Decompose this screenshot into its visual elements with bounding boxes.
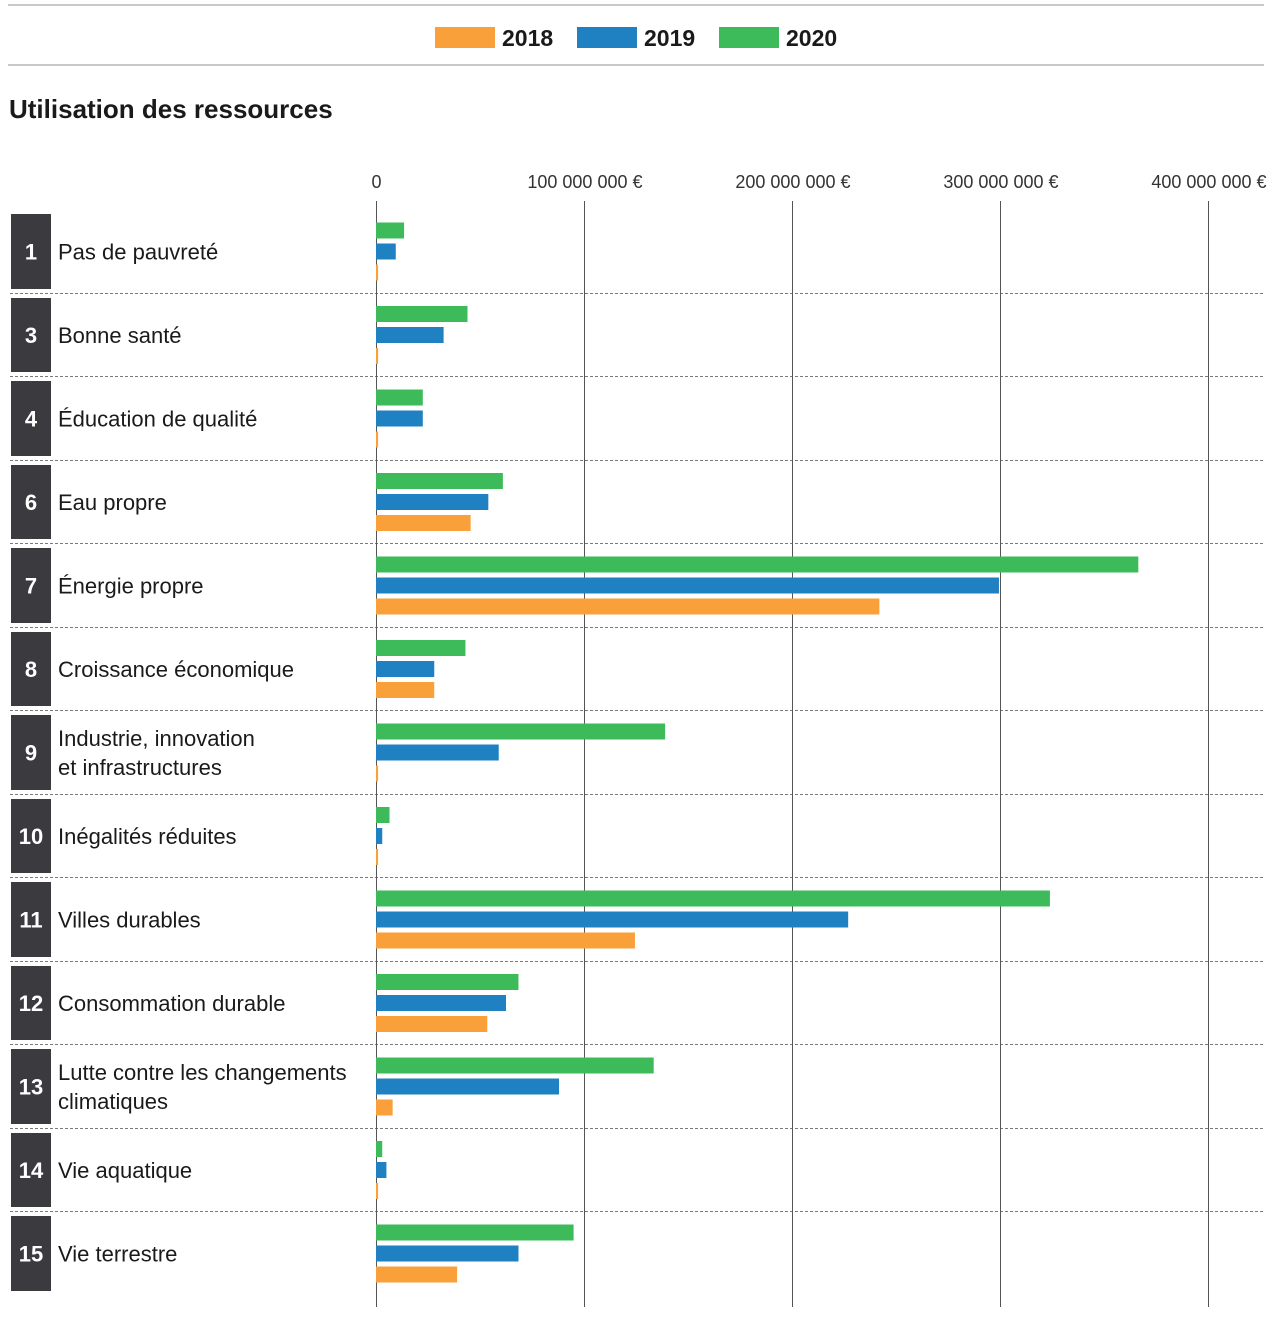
bar-2019 — [376, 494, 489, 510]
bar-2019 — [376, 1245, 519, 1262]
category-number: 10 — [19, 824, 43, 849]
bar-2019 — [376, 327, 444, 343]
category-label: et infrastructures — [58, 755, 222, 780]
category-number: 8 — [25, 657, 37, 682]
bar-2019 — [376, 744, 499, 761]
legend-label-2019: 2019 — [644, 25, 696, 51]
bar-2018 — [376, 515, 471, 531]
legend-swatch-2019 — [577, 27, 637, 48]
bar-2020 — [376, 556, 1139, 573]
category-number-badge — [11, 465, 51, 539]
bar-2020 — [376, 890, 1050, 907]
category-label: climatiques — [58, 1089, 168, 1114]
category-label: Industrie, innovation — [58, 726, 255, 751]
bar-2020 — [376, 1141, 383, 1157]
category-label: Éducation de qualité — [58, 407, 257, 432]
category-label: Consommation durable — [58, 991, 285, 1016]
bar-2018 — [376, 431, 379, 448]
x-tick-label: 300 000 000 € — [943, 172, 1058, 192]
category-number-badge — [11, 1133, 51, 1207]
bar-2018 — [376, 849, 379, 865]
bar-2018 — [376, 1183, 379, 1199]
bar-2019 — [376, 243, 396, 260]
x-tick-label: 100 000 000 € — [527, 172, 642, 192]
category-number-badge — [11, 214, 51, 289]
bar-2018 — [376, 765, 379, 782]
bar-2020 — [376, 640, 466, 656]
category-number-badge — [11, 966, 51, 1040]
category-number-badge — [11, 799, 51, 873]
bar-2018 — [376, 1099, 393, 1116]
bar-2019 — [376, 410, 423, 427]
bar-2020 — [376, 222, 405, 239]
bar-2019 — [376, 661, 435, 677]
bar-2020 — [376, 306, 468, 322]
bar-2019 — [376, 1078, 560, 1095]
bar-2019 — [376, 911, 849, 928]
category-number: 3 — [25, 323, 37, 348]
legend-label-2020: 2020 — [786, 25, 838, 51]
bar-2019 — [376, 577, 999, 594]
top-rule — [8, 4, 1264, 6]
bar-2019 — [376, 828, 383, 844]
bar-2020 — [376, 974, 519, 990]
legend-bottom-rule — [8, 64, 1264, 66]
x-tick-label: 200 000 000 € — [735, 172, 850, 192]
category-number-badge — [11, 632, 51, 706]
bar-2018 — [376, 1016, 488, 1032]
category-number-badge — [11, 298, 51, 372]
category-label: Énergie propre — [58, 574, 204, 599]
category-number: 11 — [19, 908, 42, 933]
category-label: Villes durables — [58, 908, 201, 933]
category-label: Croissance économique — [58, 657, 294, 682]
legend-swatch-2020 — [719, 27, 779, 48]
category-label: Bonne santé — [58, 323, 182, 348]
bar-2018 — [376, 682, 435, 698]
bar-2019 — [376, 995, 506, 1011]
category-number: 13 — [19, 1075, 43, 1100]
bar-2018 — [376, 932, 635, 949]
legend: 2018 2019 2020 — [0, 24, 1282, 54]
category-label: Vie terrestre — [58, 1242, 177, 1267]
bar-2018 — [376, 598, 880, 615]
legend-swatch-2018 — [435, 27, 495, 48]
bar-2020 — [376, 807, 390, 823]
bar-2020 — [376, 389, 423, 406]
bar-2020 — [376, 473, 503, 489]
category-number: 9 — [25, 741, 37, 766]
bar-2020 — [376, 723, 666, 740]
category-number-badge — [11, 882, 51, 957]
bar-2020 — [376, 1057, 654, 1074]
bar-2020 — [376, 1224, 574, 1241]
category-number-badge — [11, 1049, 51, 1124]
category-label: Inégalités réduites — [58, 824, 237, 849]
x-tick-label: 400 000 000 € — [1151, 172, 1266, 192]
category-number-badge — [11, 1216, 51, 1291]
category-number-badge — [11, 381, 51, 456]
category-label: Pas de pauvreté — [58, 240, 218, 265]
category-label: Lutte contre les changements — [58, 1060, 347, 1085]
bar-2019 — [376, 1162, 387, 1178]
category-number-badge — [11, 715, 51, 790]
chart-title: Utilisation des ressources — [9, 94, 333, 124]
category-number: 7 — [25, 574, 37, 599]
category-label: Eau propre — [58, 490, 167, 515]
category-number: 6 — [25, 490, 37, 515]
bar-2018 — [376, 348, 379, 364]
x-tick-label: 0 — [371, 172, 381, 192]
category-number: 1 — [25, 240, 37, 265]
category-number: 12 — [19, 991, 43, 1016]
category-number-badge — [11, 548, 51, 623]
category-number: 14 — [19, 1158, 44, 1183]
category-number: 4 — [25, 407, 38, 432]
legend-label-2018: 2018 — [502, 25, 554, 51]
category-number: 15 — [19, 1242, 43, 1267]
bar-2018 — [376, 264, 379, 281]
category-label: Vie aquatique — [58, 1158, 192, 1183]
bar-2018 — [376, 1266, 458, 1283]
